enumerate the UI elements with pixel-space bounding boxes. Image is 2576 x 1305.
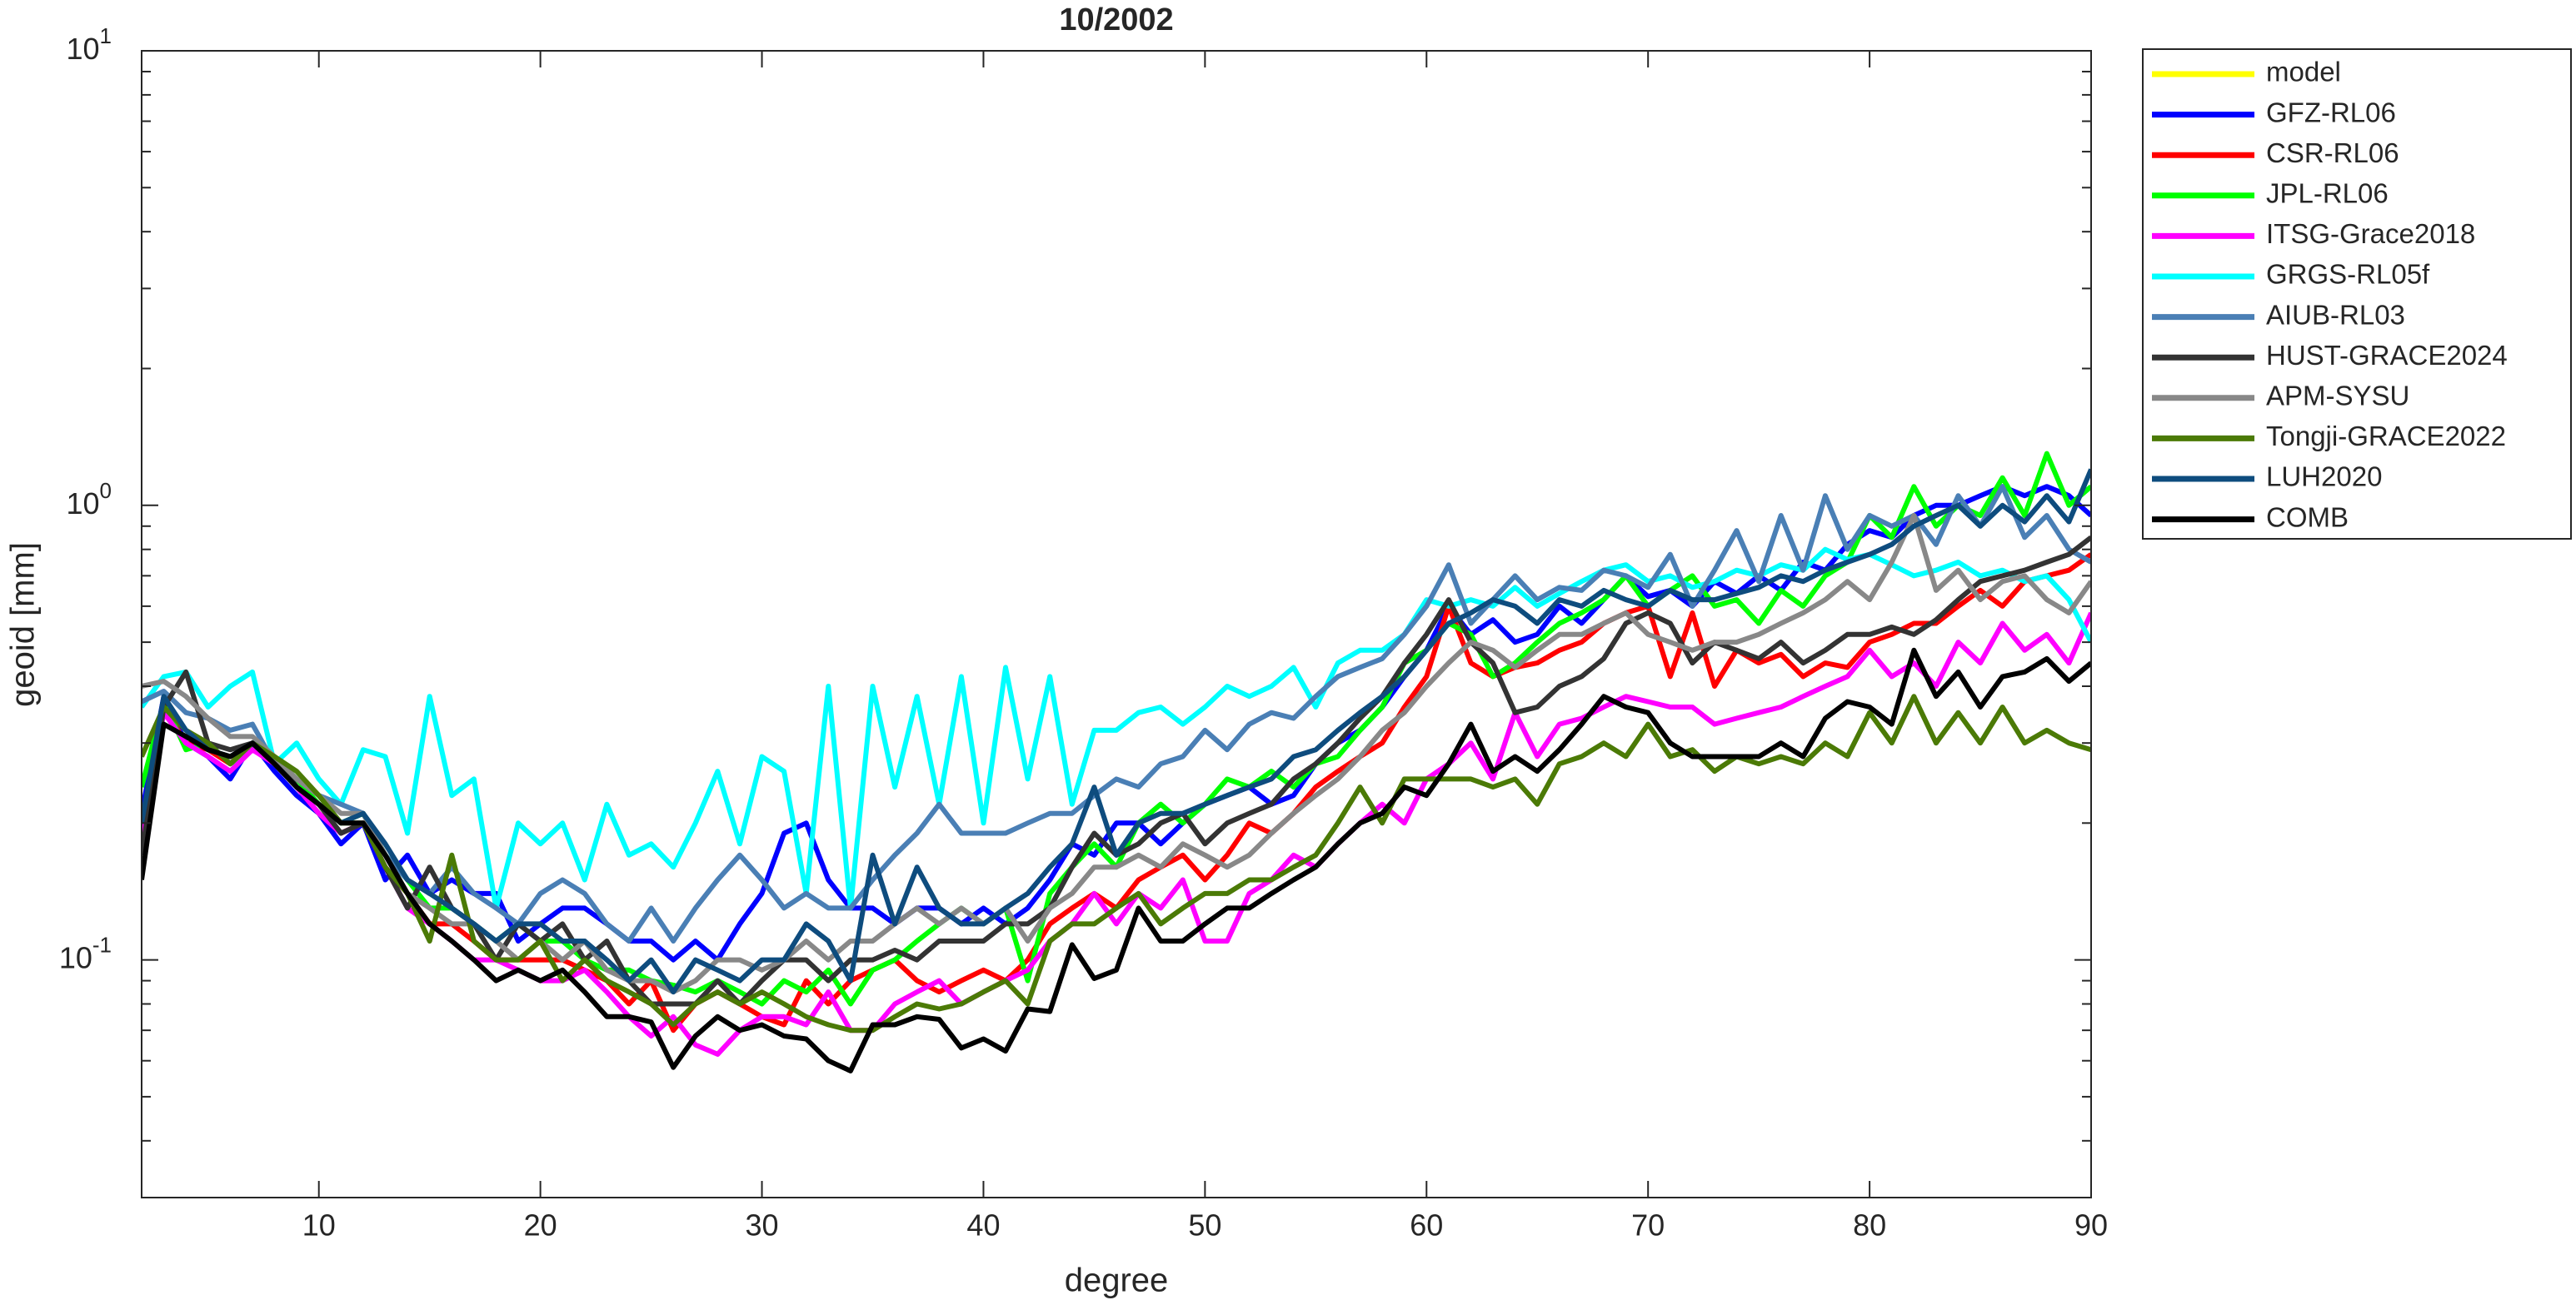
series-line — [142, 484, 2091, 944]
y-tick-label: 101 — [66, 23, 112, 66]
legend-label: LUH2020 — [2266, 461, 2382, 492]
y-tick-exponent: -1 — [92, 932, 112, 957]
legend-label: GRGS-RL05f — [2266, 259, 2430, 290]
y-tick-exponent: 1 — [100, 23, 112, 48]
x-axis-label: degree — [1065, 1263, 1169, 1299]
x-tick-label: 90 — [2074, 1208, 2108, 1243]
lines — [142, 451, 2091, 1073]
legend-label: AIUB-RL03 — [2266, 299, 2405, 330]
legend-label: CSR-RL06 — [2266, 137, 2399, 168]
x-tick-label: 20 — [524, 1208, 557, 1243]
x-tick-label: 30 — [746, 1208, 779, 1243]
x-tick-label: 70 — [1631, 1208, 1665, 1243]
y-tick-base: 10 — [59, 940, 92, 974]
y-tick-label: 10-1 — [59, 932, 112, 974]
y-axis-label: geoid [mm] — [5, 542, 42, 707]
legend-label: GFZ-RL06 — [2266, 97, 2396, 127]
legend-label: JPL-RL06 — [2266, 178, 2389, 209]
x-tick-label: 80 — [1853, 1208, 1886, 1243]
series-line — [142, 647, 2091, 1073]
y-tick-label: 100 — [66, 478, 112, 521]
plot-area — [142, 51, 2091, 1198]
legend-label: COMB — [2266, 501, 2349, 532]
legend-label: APM-SYSU — [2266, 381, 2409, 411]
series-line — [142, 546, 2091, 911]
y-tick-base: 10 — [66, 32, 99, 66]
x-tick-label: 40 — [966, 1208, 1000, 1243]
chart-title: 10/2002 — [1059, 2, 1173, 37]
series-line — [142, 513, 2091, 995]
legend-label: Tongji-GRACE2022 — [2266, 421, 2506, 451]
legend-label: HUST-GRACE2024 — [2266, 340, 2508, 371]
series-line — [142, 694, 2091, 1034]
y-tick-base: 10 — [66, 486, 99, 520]
legend-box — [2142, 48, 2572, 540]
y-tick-exponent: 0 — [100, 478, 112, 503]
x-tick-label: 50 — [1188, 1208, 1221, 1243]
x-tick-label: 60 — [1410, 1208, 1443, 1243]
series-line — [142, 468, 2091, 995]
legend-label: ITSG-Grace2018 — [2266, 218, 2475, 249]
x-tick-label: 10 — [302, 1208, 336, 1243]
axes-box — [141, 50, 2092, 1198]
legend-label: model — [2266, 57, 2341, 87]
series-line — [142, 484, 2091, 963]
